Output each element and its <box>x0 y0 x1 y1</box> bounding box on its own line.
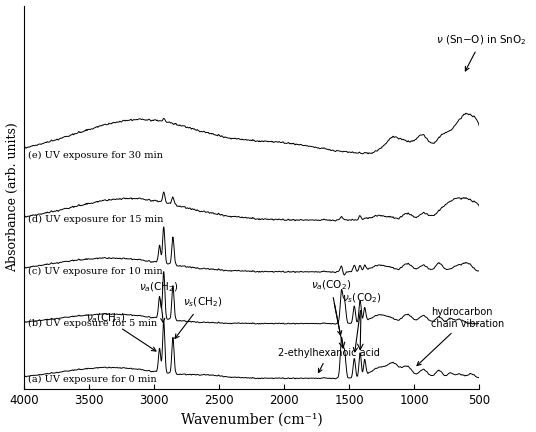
Text: (c) UV exposure for 10 min: (c) UV exposure for 10 min <box>28 267 162 276</box>
Text: $\nu$$_a$(CH$_2$): $\nu$$_a$(CH$_2$) <box>139 281 179 323</box>
Y-axis label: Absorbance (arb. units): Absorbance (arb. units) <box>5 122 19 272</box>
Text: (b) UV exposure for 5 min: (b) UV exposure for 5 min <box>28 319 157 328</box>
X-axis label: Wavenumber (cm⁻¹): Wavenumber (cm⁻¹) <box>181 413 323 426</box>
Text: (a) UV exposure for 0 min: (a) UV exposure for 0 min <box>28 375 157 384</box>
Text: $\nu$$_a$(CH$_3$): $\nu$$_a$(CH$_3$) <box>86 311 156 351</box>
Text: (d) UV exposure for 15 min: (d) UV exposure for 15 min <box>28 215 163 225</box>
Text: $\nu$$_a$(CO$_2$): $\nu$$_a$(CO$_2$) <box>311 279 351 335</box>
Text: (e) UV exposure for 30 min: (e) UV exposure for 30 min <box>28 151 163 160</box>
Text: 2-ethylhexanoic acid: 2-ethylhexanoic acid <box>278 348 379 372</box>
Text: hydrocarbon
chain vibration: hydrocarbon chain vibration <box>417 307 504 365</box>
Text: $\nu$$_s$(CO$_2$): $\nu$$_s$(CO$_2$) <box>343 292 382 352</box>
Text: $\nu$ (Sn$-$O) in SnO$_2$: $\nu$ (Sn$-$O) in SnO$_2$ <box>436 33 527 71</box>
Text: $\nu$$_s$(CH$_2$): $\nu$$_s$(CH$_2$) <box>175 296 222 338</box>
